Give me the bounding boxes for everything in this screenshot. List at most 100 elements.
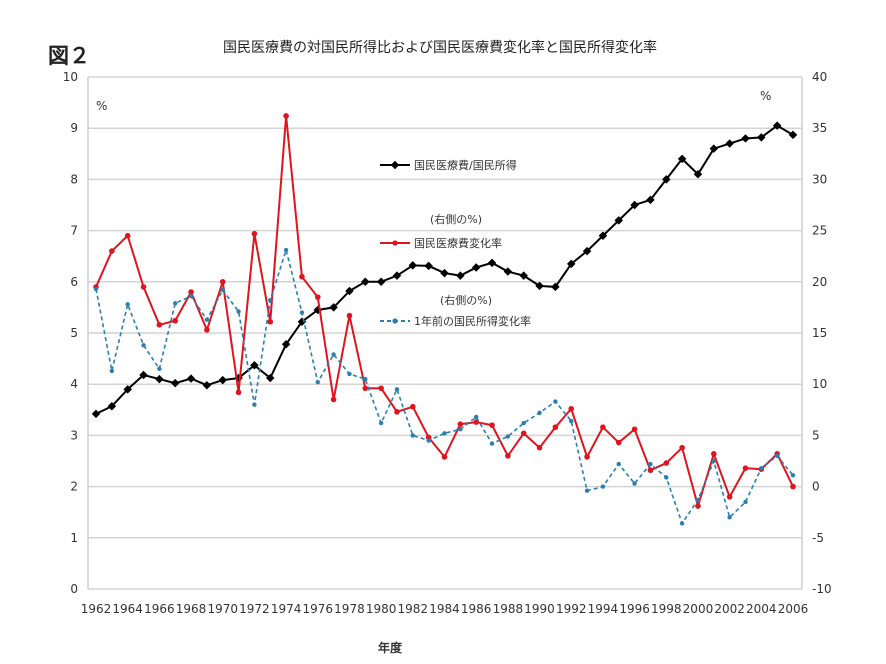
x-tick-label: 1962 (81, 602, 112, 616)
data-point (141, 343, 146, 348)
y-left-tick-label: 9 (70, 121, 78, 135)
data-point (140, 284, 147, 290)
chart-title: 国民医療費の対国民所得比および国民医療費変化率と国民所得変化率 (223, 40, 657, 56)
data-point (124, 232, 131, 239)
data-point (362, 385, 369, 392)
data-point (584, 454, 590, 460)
y-left-tick-label: 3 (70, 428, 78, 442)
data-point (487, 258, 497, 268)
data-point (109, 248, 115, 254)
y-left-tick-label: 1 (70, 531, 78, 545)
data-point (268, 298, 273, 303)
x-tick-label: 1978 (334, 602, 365, 616)
y-left-tick-label: 6 (70, 275, 78, 289)
data-point (410, 433, 416, 438)
data-point (299, 310, 305, 315)
data-point (584, 488, 590, 493)
data-point (186, 374, 196, 383)
data-point (361, 277, 370, 287)
data-point (250, 361, 259, 370)
data-point (172, 317, 179, 324)
data-point (204, 327, 210, 333)
data-point (503, 267, 513, 276)
data-point (281, 340, 291, 349)
x-tick-label: 1996 (619, 602, 650, 616)
x-tick-label: 1998 (651, 602, 682, 616)
data-point (91, 409, 101, 419)
x-tick-label: 2000 (683, 602, 714, 616)
data-point (473, 414, 479, 420)
data-point (283, 113, 289, 119)
data-point (790, 483, 796, 490)
data-point (695, 503, 701, 509)
data-point (426, 438, 431, 443)
data-point (315, 379, 320, 385)
x-tick-label: 2006 (778, 602, 809, 616)
y-left-unit-label: % (96, 99, 107, 113)
data-point (266, 373, 275, 383)
figure-label: 図２ (48, 44, 90, 68)
data-point (648, 461, 653, 467)
data-point (299, 273, 305, 280)
data-point (743, 499, 748, 505)
data-point (569, 418, 574, 424)
data-point (252, 402, 257, 407)
data-point (471, 263, 481, 272)
data-point (695, 497, 701, 503)
data-point (489, 422, 495, 428)
data-point (536, 444, 543, 451)
data-point (742, 465, 749, 471)
y-right-tick-label: 30 (812, 172, 827, 186)
data-point (329, 303, 338, 312)
data-point (188, 289, 194, 295)
legend-marker (392, 240, 398, 246)
data-point (204, 317, 210, 322)
x-tick-label: 1992 (556, 602, 587, 616)
x-tick-label: 1976 (302, 602, 333, 616)
x-tick-label: 1982 (398, 602, 429, 616)
data-point (441, 454, 448, 460)
data-point (345, 286, 354, 296)
data-point (408, 261, 418, 270)
data-point (726, 494, 733, 500)
data-point (173, 301, 178, 306)
data-point (139, 370, 148, 380)
data-point (123, 385, 132, 394)
data-point (553, 399, 558, 404)
y-right-tick-label: 5 (812, 428, 820, 442)
data-point (710, 451, 717, 457)
data-point (202, 380, 212, 390)
data-point (267, 318, 274, 325)
data-point (156, 322, 163, 328)
data-point (647, 467, 654, 474)
data-point (520, 430, 527, 437)
data-point (600, 484, 606, 489)
data-point (759, 465, 764, 471)
data-point (664, 475, 669, 480)
data-point (236, 309, 241, 314)
series-line-2 (95, 115, 794, 510)
data-point (774, 453, 780, 459)
y-right-tick-label: 25 (812, 224, 827, 238)
y-right-tick-label: 40 (812, 70, 827, 84)
data-point (551, 282, 560, 292)
y-left-tick-label: 4 (70, 377, 78, 391)
data-point (157, 366, 162, 372)
data-point (347, 371, 352, 377)
data-point (616, 461, 621, 467)
data-point (155, 374, 164, 384)
data-point (378, 385, 384, 392)
data-point (566, 259, 576, 269)
data-point (220, 287, 225, 293)
data-point (679, 444, 685, 451)
x-tick-label: 1986 (461, 602, 492, 616)
legend-marker (390, 160, 400, 170)
data-point (392, 271, 402, 280)
x-tick-label: 1988 (493, 602, 524, 616)
y-right-tick-label: 0 (812, 480, 820, 494)
data-point (440, 268, 449, 278)
data-point (456, 271, 465, 280)
data-point (725, 139, 734, 148)
data-point (346, 312, 353, 319)
